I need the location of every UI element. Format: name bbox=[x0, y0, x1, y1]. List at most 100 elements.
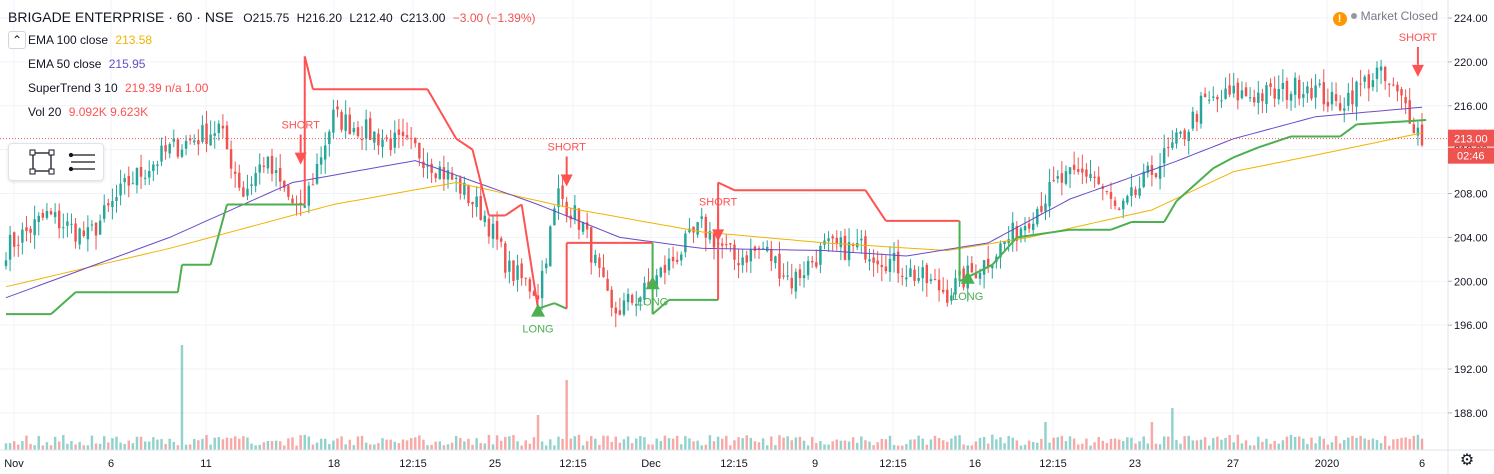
x-tick-label: 18 bbox=[328, 458, 340, 470]
candle-body bbox=[205, 123, 208, 144]
gear-icon[interactable]: ⚙ bbox=[1459, 452, 1475, 469]
volume-bar bbox=[1408, 439, 1411, 450]
volume-bar bbox=[442, 445, 446, 450]
x-tick-label: 16 bbox=[969, 458, 981, 470]
candle-body bbox=[184, 140, 188, 149]
volume-bar bbox=[1289, 434, 1293, 450]
volume-bar bbox=[1081, 443, 1084, 450]
volume-bar bbox=[598, 444, 601, 450]
volume-bar bbox=[221, 439, 225, 450]
candle-body bbox=[688, 228, 691, 233]
volume-bar bbox=[549, 439, 552, 450]
candle-body bbox=[152, 164, 155, 171]
volume-bar bbox=[1171, 408, 1174, 450]
candle-body bbox=[1162, 148, 1166, 164]
candle-body bbox=[982, 260, 986, 275]
volume-bar bbox=[25, 435, 28, 450]
list-icon[interactable] bbox=[68, 152, 96, 172]
volume-bar bbox=[540, 441, 544, 450]
candle-body bbox=[1416, 127, 1420, 136]
volume-bar bbox=[1273, 440, 1276, 450]
volume-bar bbox=[1355, 437, 1358, 450]
volume-bar bbox=[336, 438, 339, 450]
volume-bar bbox=[1113, 438, 1117, 450]
volume-bar bbox=[1293, 436, 1297, 450]
candle-body bbox=[1310, 87, 1313, 99]
volume-bar bbox=[1240, 443, 1244, 450]
x-tick-label: 12:15 bbox=[399, 458, 427, 470]
candle-body bbox=[901, 275, 904, 277]
indicator-supertrend[interactable]: SuperTrend 3 10 219.39 n/a 1.00 bbox=[8, 79, 208, 97]
volume-bar bbox=[671, 438, 675, 450]
candle-body bbox=[1285, 80, 1289, 100]
volume-bar bbox=[725, 435, 728, 450]
candle-body bbox=[1302, 94, 1305, 98]
candle-body bbox=[209, 134, 212, 146]
market-status[interactable]: ! Market Closed bbox=[1332, 9, 1438, 26]
candle-body bbox=[733, 244, 736, 260]
long-arrow bbox=[960, 270, 975, 284]
candle-body bbox=[635, 304, 638, 306]
candle-body bbox=[786, 275, 789, 277]
volume-bar bbox=[1343, 440, 1346, 450]
volume-bar bbox=[860, 436, 863, 450]
volume-bar bbox=[1379, 443, 1383, 450]
volume-bar bbox=[41, 445, 45, 450]
supertrend-segment bbox=[176, 264, 183, 293]
candle-body bbox=[270, 155, 274, 174]
volume-bar bbox=[573, 436, 577, 450]
volume-bar bbox=[749, 437, 753, 450]
indicator-volume[interactable]: Vol 20 9.092K 9.623K bbox=[8, 103, 148, 121]
symbol-title[interactable]: BRIGADE ENTERPRISE · 60 · NSE bbox=[8, 9, 234, 25]
candle-body bbox=[581, 221, 585, 232]
volume-bar bbox=[164, 443, 167, 450]
volume-bar bbox=[1318, 436, 1321, 450]
volume-bar bbox=[131, 443, 135, 450]
candle-body bbox=[1138, 188, 1141, 196]
volume-bar bbox=[892, 445, 896, 450]
x-tick-label: 12:15 bbox=[1039, 458, 1067, 470]
candlesticks bbox=[4, 59, 1424, 328]
indicator-ema100[interactable]: EMA 100 close 213.58 bbox=[8, 31, 152, 49]
candle-body bbox=[630, 294, 634, 303]
volume-bar bbox=[1396, 438, 1399, 450]
volume-bar bbox=[594, 438, 597, 450]
x-tick-label: 2020 bbox=[1315, 458, 1339, 470]
volume-bar bbox=[176, 445, 180, 450]
candle-body bbox=[831, 236, 834, 239]
candle-body bbox=[1109, 192, 1113, 199]
candle-body bbox=[434, 173, 437, 179]
warning-icon[interactable]: ! bbox=[1332, 12, 1347, 26]
candle-body bbox=[221, 125, 225, 129]
volume-bar bbox=[213, 437, 216, 450]
drawing-toolbox[interactable] bbox=[8, 143, 104, 181]
candle-body bbox=[278, 167, 282, 182]
volume-bar bbox=[1056, 437, 1059, 450]
candle-body bbox=[131, 183, 135, 185]
candle-body bbox=[610, 289, 613, 308]
candle-body bbox=[512, 260, 515, 281]
candle-body bbox=[29, 228, 32, 233]
volume-bar bbox=[757, 442, 761, 450]
candle-body bbox=[1379, 66, 1383, 71]
candle-body bbox=[798, 269, 802, 279]
volume-bar bbox=[373, 444, 376, 450]
candle-body bbox=[516, 265, 519, 280]
candle-body bbox=[148, 170, 151, 178]
volume-bar bbox=[901, 445, 904, 450]
candle-body bbox=[532, 291, 536, 296]
rectangle-icon[interactable] bbox=[29, 149, 55, 175]
volume-bar bbox=[933, 435, 937, 450]
volume-bar bbox=[798, 436, 802, 450]
indicator-ema50[interactable]: EMA 50 close 215.95 bbox=[8, 55, 145, 73]
candle-body bbox=[107, 203, 110, 206]
volume-bar bbox=[581, 445, 585, 450]
volume-bar bbox=[810, 436, 814, 450]
candle-body bbox=[377, 133, 380, 146]
candle-body bbox=[782, 275, 785, 277]
volume-bar bbox=[1023, 444, 1027, 450]
candle-body bbox=[373, 131, 376, 143]
candle-body bbox=[1183, 130, 1186, 140]
chevron-up-icon[interactable]: ⌃ bbox=[8, 31, 26, 49]
